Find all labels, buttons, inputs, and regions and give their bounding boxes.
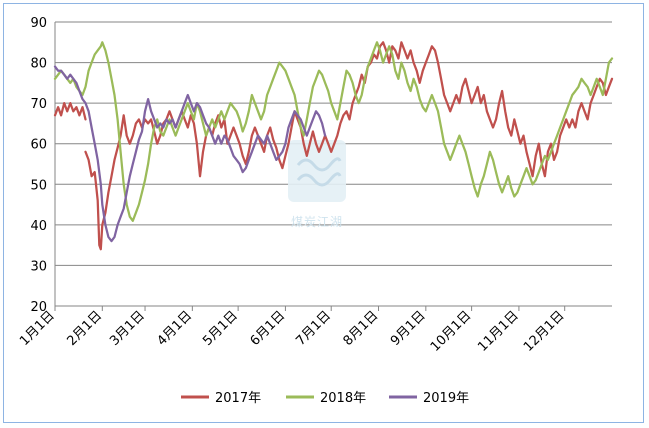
series-line-2017年 [53,41,614,251]
y-tick-label: 20 [30,300,47,315]
y-tick-label: 60 [30,138,47,153]
x-tick-label: 9月1日 [388,308,429,349]
x-tick-label: 11月1日 [475,308,522,355]
series-line-2018年 [53,41,614,222]
x-tick-label: 6月1日 [248,308,289,349]
y-tick-label: 30 [30,259,47,274]
y-tick-label: 90 [30,16,47,31]
legend-label: 2018年 [320,391,366,406]
watermark-wave-icon [296,172,342,187]
x-tick-label: 7月1日 [293,308,334,349]
y-tick-label: 70 [30,97,47,112]
x-tick-label: 12月1日 [521,308,568,355]
x-tick-label: 5月1日 [200,308,241,349]
x-tick-label: 2月1日 [64,308,105,349]
y-tick-label: 50 [30,178,47,193]
x-tick-label: 4月1日 [154,308,195,349]
chart-frame [3,3,644,423]
y-tick-label: 80 [30,57,47,72]
watermark-logo-icon [288,140,346,202]
legend: 2017年 2018年 2019年 [181,391,469,406]
watermark-wave-icon [296,157,342,172]
x-tick-label: 3月1日 [107,308,148,349]
legend-label: 2019年 [423,391,469,406]
watermark-text: 煤炭江湖 [291,214,343,229]
y-tick-label: 40 [30,219,47,234]
series-lines [53,41,614,251]
x-tick-label: 8月1日 [341,308,382,349]
legend-label: 2017年 [215,391,261,406]
watermark: 煤炭江湖 [288,140,346,229]
x-tick-label: 10月1日 [428,308,475,355]
series-line-2019年 [53,65,327,243]
